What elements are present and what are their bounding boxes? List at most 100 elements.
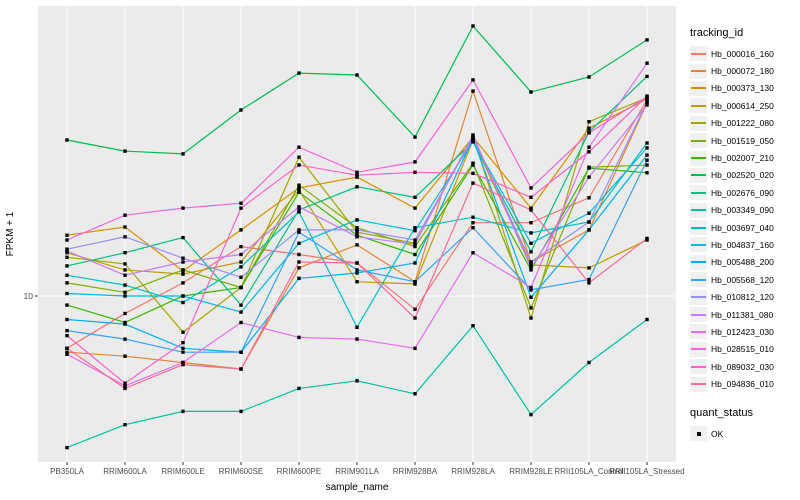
data-point: [123, 225, 127, 229]
x-tick-label: RRII105LA_Stressed: [609, 467, 684, 476]
data-point: [181, 350, 185, 354]
data-point: [587, 266, 591, 270]
ok-point-icon: [696, 431, 701, 436]
legend-title-tracking-id: tracking_id: [690, 27, 744, 39]
legend-key-line-icon: [691, 313, 706, 316]
data-point: [413, 226, 417, 230]
legend-key-box: [690, 359, 707, 375]
legend-key-box: [690, 289, 707, 305]
data-point: [355, 218, 359, 222]
data-point: [413, 282, 417, 286]
legend-item-Hb_012423_030: Hb_012423_030: [690, 323, 800, 340]
data-point: [645, 141, 649, 145]
legend-key-box: [690, 80, 707, 96]
data-point: [181, 260, 185, 264]
legend-label: Hb_001222_080: [711, 118, 774, 129]
data-point: [355, 337, 359, 341]
legend-title-quant-status: quant_status: [690, 406, 753, 419]
legend-key-line-icon: [691, 261, 706, 264]
data-point: [181, 346, 185, 350]
data-point: [297, 183, 301, 187]
legend-label: Hb_000614_250: [711, 100, 774, 111]
legend-item-quant-status-ok: OK: [690, 425, 800, 442]
data-point: [645, 171, 649, 175]
legend-key-line-icon: [691, 243, 706, 246]
legend-key-line-icon: [691, 348, 706, 351]
data-point: [471, 139, 475, 143]
x-tick-label: RRIM928LA: [451, 467, 495, 476]
data-point: [529, 231, 533, 235]
data-point: [239, 260, 243, 264]
data-point: [529, 263, 533, 267]
data-point: [65, 138, 69, 142]
legend-key-line-icon: [691, 157, 706, 160]
legend-label: Hb_004837_160: [711, 239, 774, 250]
data-point: [297, 190, 301, 194]
data-point: [65, 445, 69, 450]
data-point: [297, 71, 301, 75]
data-point: [529, 186, 533, 190]
x-tick-label: RRIM600PE: [277, 467, 321, 476]
data-point: [587, 277, 591, 282]
legend-label: Hb_003697_040: [711, 222, 774, 233]
legend-item-Hb_000373_130: Hb_000373_130: [690, 80, 800, 97]
legend-item-Hb_000614_250: Hb_000614_250: [690, 97, 800, 114]
data-point: [355, 173, 359, 177]
data-point: [355, 379, 359, 383]
legend-key-box: [690, 220, 707, 236]
data-point: [355, 226, 359, 230]
legend-key-box: [690, 376, 707, 392]
data-point: [123, 268, 127, 272]
data-point: [587, 126, 591, 130]
data-point: [181, 281, 185, 285]
legend-label: Hb_000072_180: [711, 66, 774, 77]
data-point: [239, 367, 243, 371]
data-point: [529, 206, 533, 210]
data-point: [239, 303, 243, 307]
data-point: [413, 280, 417, 284]
legend-key-box: [690, 426, 707, 441]
legend-label: Hb_089032_030: [711, 361, 774, 372]
data-point: [297, 210, 301, 214]
data-point: [239, 285, 243, 290]
data-point: [65, 350, 69, 354]
data-point: [471, 221, 475, 225]
data-point: [413, 261, 417, 265]
data-point: [65, 238, 69, 242]
data-point: [645, 163, 649, 167]
legend-item-Hb_002676_090: Hb_002676_090: [690, 184, 800, 201]
data-point: [123, 423, 127, 427]
data-point: [181, 272, 185, 276]
x-tick-label: PB350LA: [50, 467, 84, 476]
legend-item-Hb_004837_160: Hb_004837_160: [690, 236, 800, 253]
data-point: [123, 262, 127, 266]
x-tick-label: RRIM600LE: [161, 467, 205, 476]
data-point: [297, 266, 301, 270]
x-tick-label: RRIM928BA: [393, 467, 438, 476]
data-point: [239, 275, 243, 279]
data-point: [645, 158, 649, 162]
data-point: [297, 228, 301, 232]
data-point: [65, 328, 69, 333]
data-point: [529, 295, 533, 299]
legend-label: Hb_011381_080: [711, 309, 774, 320]
data-point: [65, 233, 69, 237]
legend-key-box: [690, 185, 707, 201]
data-point: [123, 384, 127, 388]
data-point: [529, 266, 533, 270]
legend-label: Hb_012423_030: [711, 326, 774, 337]
data-point: [529, 306, 533, 310]
data-point: [529, 288, 533, 292]
data-point: [355, 280, 359, 284]
data-point: [297, 335, 301, 340]
data-point: [413, 206, 417, 210]
data-point: [529, 208, 533, 212]
data-point: [587, 131, 591, 135]
data-point: [181, 152, 185, 156]
legend-label: Hb_094836_010: [711, 379, 774, 390]
data-point: [471, 161, 475, 165]
data-point: [413, 244, 417, 249]
data-point: [413, 160, 417, 164]
data-point: [65, 247, 69, 251]
data-point: [587, 166, 591, 170]
